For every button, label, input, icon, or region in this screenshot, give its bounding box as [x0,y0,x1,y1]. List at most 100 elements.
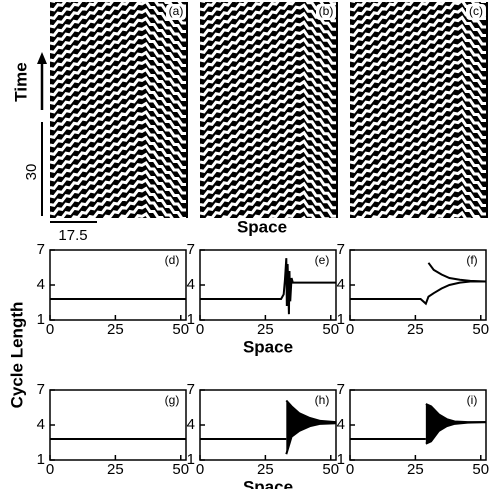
stripe [350,2,356,3]
stripe [50,160,186,216]
stripe [50,2,56,3]
x-tick-label: 50 [322,461,339,478]
stripe [50,2,87,20]
stripe [50,2,186,29]
x-tick-label: 50 [472,461,489,478]
data-line [425,421,487,445]
x-axis-label: Space [243,477,293,489]
time-arrowhead [37,52,47,64]
y-tick-label: 1 [37,311,45,328]
stripe [55,169,186,218]
stripe [350,2,414,37]
x-tick-label: 25 [407,321,424,338]
stripe [50,58,186,114]
x-tick-label: 0 [46,321,54,338]
stripe [200,20,336,80]
x-tick-label: 0 [196,321,204,338]
stripe [350,221,486,281]
stripe [50,84,186,139]
stripe [50,67,186,122]
stripe [350,108,486,173]
x-tick-label: 0 [346,461,354,478]
x-tick-label: 50 [472,321,489,338]
panel-label-bg [466,4,486,20]
stripe [200,405,336,461]
stripe [50,16,186,71]
panel-label: (b) [319,4,334,18]
x-axis-label: Space [243,337,293,356]
stripe [402,185,486,218]
stripe [371,168,486,218]
x-tick-label: 0 [346,321,354,338]
stripe [50,92,186,148]
x-tick-label: 50 [172,461,189,478]
stripe [200,28,336,88]
x-tick-label: 0 [196,461,204,478]
stripe [200,88,336,148]
panel-label-bg [316,4,336,20]
y-tick-label: 4 [187,416,195,433]
stripe [50,342,186,393]
stripe [268,198,330,218]
stripe [350,332,486,392]
y-tick-label: 4 [37,416,45,433]
stripe [350,2,486,46]
panel-label: (h) [315,393,330,407]
y-tick-label: 4 [337,276,345,293]
stripe [50,75,186,131]
data-line [427,262,487,283]
stripe [50,265,186,316]
x-tick-label: 25 [257,461,274,478]
y-tick-label: 7 [187,241,195,258]
stripe [200,96,336,156]
stripe [350,357,486,417]
stripe [50,143,186,199]
stripe [200,3,336,63]
stripe [50,50,186,105]
stripe [50,109,186,165]
panel-label: (f) [466,253,477,267]
time-label: Time [11,62,30,101]
y-tick-label: 7 [37,381,45,398]
stripe [350,100,486,165]
stripe [102,194,174,218]
stripe [200,79,336,139]
y-tick-label: 4 [187,276,195,293]
y-tick-label: 7 [37,241,45,258]
stripe [284,207,316,218]
stripe [50,152,186,207]
stripe [350,117,486,182]
panel-label: (e) [315,253,330,267]
data-line [200,258,336,315]
stripe [350,2,403,29]
stripe [350,264,486,324]
stripe [350,374,486,434]
stripe [350,74,486,139]
stripe [350,91,486,156]
stripe [50,401,186,452]
stripe [350,2,486,54]
x-tick-label: 0 [46,461,54,478]
stripe [50,24,186,80]
stripe [50,2,186,37]
stripe [434,202,481,218]
y-tick-label: 1 [337,451,345,468]
x-tick-label: 25 [407,461,424,478]
panel-label: (g) [165,393,180,407]
space-label: Space [237,217,287,236]
stripe [200,37,336,97]
stripe [50,384,186,435]
stripe [221,173,336,218]
stripe [200,243,336,299]
y-axis-label: Cycle Length [7,302,26,409]
stripe [252,190,336,218]
stripe [350,151,486,216]
stripe [350,125,486,190]
panel-label: (i) [467,393,478,407]
space-time-plot [350,2,488,434]
stripe [200,113,336,173]
stripe [350,2,486,63]
stripe [350,32,486,97]
panel-label-bg [166,4,186,20]
